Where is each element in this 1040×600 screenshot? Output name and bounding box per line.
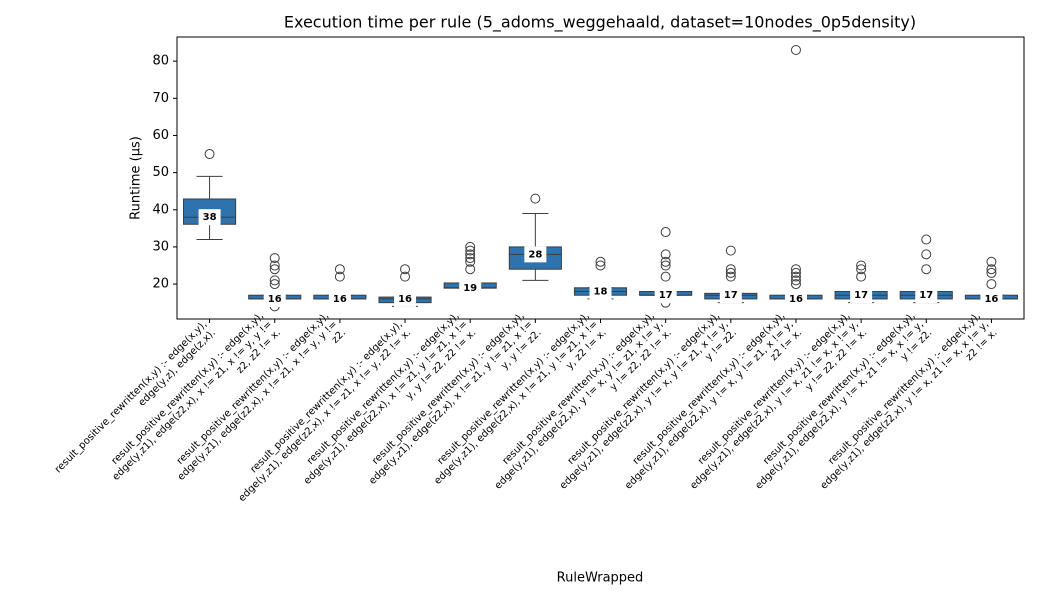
flier [725,245,736,256]
median-label-bg [784,290,807,307]
median-label-bg [524,246,547,263]
flier [334,264,345,275]
median-label: 17 [919,290,933,301]
median-label-bg [850,287,873,304]
plot-frame [176,36,1025,320]
median-label-bg [654,287,677,304]
y-tick-label: 30 [152,239,169,254]
median-label: 28 [528,249,542,260]
flier [334,271,345,282]
y-tick-label: 50 [152,165,169,180]
flier [790,264,801,275]
flier [986,264,997,275]
flier [986,279,997,290]
flier [790,279,801,290]
flier [204,149,215,160]
y-tick-label: 40 [152,202,169,217]
flier [856,260,867,271]
median-label: 16 [398,294,412,305]
flier [986,267,997,278]
flier [465,253,476,264]
median-label: 16 [789,294,803,305]
flier [856,264,867,275]
median-label-bg [198,209,221,226]
flier [725,264,736,275]
flier [790,271,801,282]
median-label-bg [915,287,938,304]
flier [660,227,671,238]
flier [725,267,736,278]
median-label-bg [263,290,286,307]
median-label: 16 [333,294,347,305]
median-label-bg [719,287,742,304]
flier [660,249,671,260]
y-tick-label: 70 [152,91,169,106]
flier [465,256,476,267]
y-tick-label: 20 [152,277,169,292]
y-tick-label: 60 [152,128,169,143]
flier [790,45,801,56]
median-label: 19 [463,283,477,294]
flier [269,260,280,271]
flier [465,245,476,256]
median-label: 16 [984,294,998,305]
flier [660,260,671,271]
median-label-bg [589,283,612,300]
median-label-bg [459,279,482,296]
flier [530,193,541,204]
chart-title: Execution time per rule (5_adoms_weggeha… [284,13,916,33]
median-label: 17 [724,290,738,301]
flier [660,271,671,282]
flier [269,264,280,275]
flier [921,264,932,275]
flier [269,279,280,290]
median-label: 17 [659,290,673,301]
median-label: 18 [594,287,608,298]
flier [400,264,411,275]
y-tick-label: 80 [152,54,169,69]
x-axis-label: RuleWrapped [557,571,644,586]
y-axis-label: Runtime (µs) [129,136,144,220]
flier [856,271,867,282]
flier [660,256,671,267]
flier [921,249,932,260]
flier [465,241,476,252]
flier [921,234,932,245]
flier [269,275,280,286]
median-label: 38 [203,212,217,223]
median-label: 17 [854,290,868,301]
flier [595,256,606,267]
flier [400,271,411,282]
flier [595,260,606,271]
median-label: 16 [268,294,282,305]
median-label-bg [980,290,1003,307]
flier [790,275,801,286]
median-label-bg [328,290,351,307]
flier [790,267,801,278]
flier [465,264,476,275]
flier [986,256,997,267]
flier [465,249,476,260]
flier [725,271,736,282]
median-label-bg [394,290,417,307]
flier [269,253,280,264]
